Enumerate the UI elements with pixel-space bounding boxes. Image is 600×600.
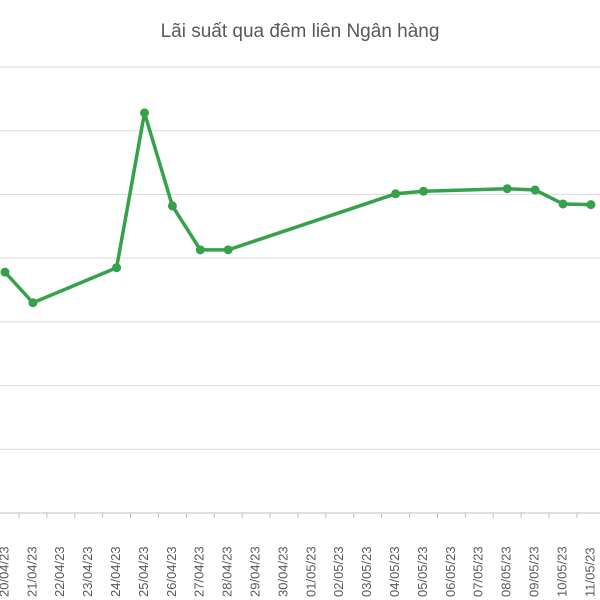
x-tick-label: 05/05/23 (415, 546, 430, 597)
x-tick-label: 08/05/23 (499, 546, 514, 597)
x-tick-label: 21/04/23 (24, 546, 39, 597)
x-tick-label: 22/04/23 (52, 546, 67, 597)
point (391, 189, 401, 199)
chart-title: Lãi suất qua đêm liên Ngân hàng (161, 21, 440, 42)
point (195, 245, 205, 255)
x-tick-label: 28/04/23 (220, 546, 235, 597)
x-tick-label: 26/04/23 (164, 546, 179, 597)
x-tick-label: 24/04/23 (108, 546, 123, 597)
x-tick-label: 20/04/23 (0, 546, 11, 597)
point (502, 184, 512, 194)
x-tick-label: 03/05/23 (359, 546, 374, 597)
x-tick-label: 10/05/23 (554, 546, 569, 597)
point (112, 263, 122, 273)
x-tick-label: 01/05/23 (303, 546, 318, 597)
point (28, 298, 38, 308)
x-tick-label: 09/05/23 (527, 546, 542, 597)
x-tick-label: 29/04/23 (248, 546, 263, 597)
x-tick-label: 11/05/23 (582, 547, 597, 597)
point (223, 245, 233, 255)
x-tick-label: 04/05/23 (387, 546, 402, 597)
point (419, 186, 428, 196)
point (167, 201, 177, 211)
point (558, 199, 568, 209)
line (3, 111, 591, 305)
point (530, 185, 540, 195)
x-tick-label: 06/05/23 (443, 546, 458, 597)
x-tick-label: 25/04/23 (136, 546, 151, 597)
x-tick-label: 23/04/23 (80, 546, 95, 597)
point (586, 200, 596, 210)
x-tick-label: 30/04/23 (275, 546, 290, 597)
point (140, 108, 149, 118)
point (0, 267, 10, 277)
x-tick-label: 07/05/23 (471, 546, 486, 597)
x-tick-label: 27/04/23 (192, 546, 207, 597)
x-tick-label: 02/05/23 (331, 546, 346, 597)
